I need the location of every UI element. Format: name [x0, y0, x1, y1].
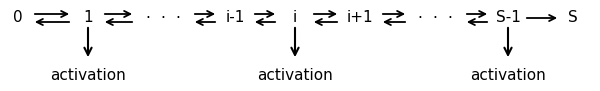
Text: activation: activation [257, 68, 333, 83]
Text: 1: 1 [83, 10, 93, 25]
Text: activation: activation [470, 68, 546, 83]
Text: ·: · [448, 10, 452, 25]
Text: activation: activation [50, 68, 126, 83]
Text: 0: 0 [13, 10, 23, 25]
Text: ·: · [176, 10, 181, 25]
Text: i-1: i-1 [226, 10, 245, 25]
Text: S: S [568, 10, 578, 25]
Text: ·: · [161, 10, 166, 25]
Text: S-1: S-1 [496, 10, 520, 25]
Text: i+1: i+1 [347, 10, 373, 25]
Text: ·: · [146, 10, 151, 25]
Text: i: i [293, 10, 297, 25]
Text: ·: · [418, 10, 422, 25]
Text: ·: · [433, 10, 437, 25]
